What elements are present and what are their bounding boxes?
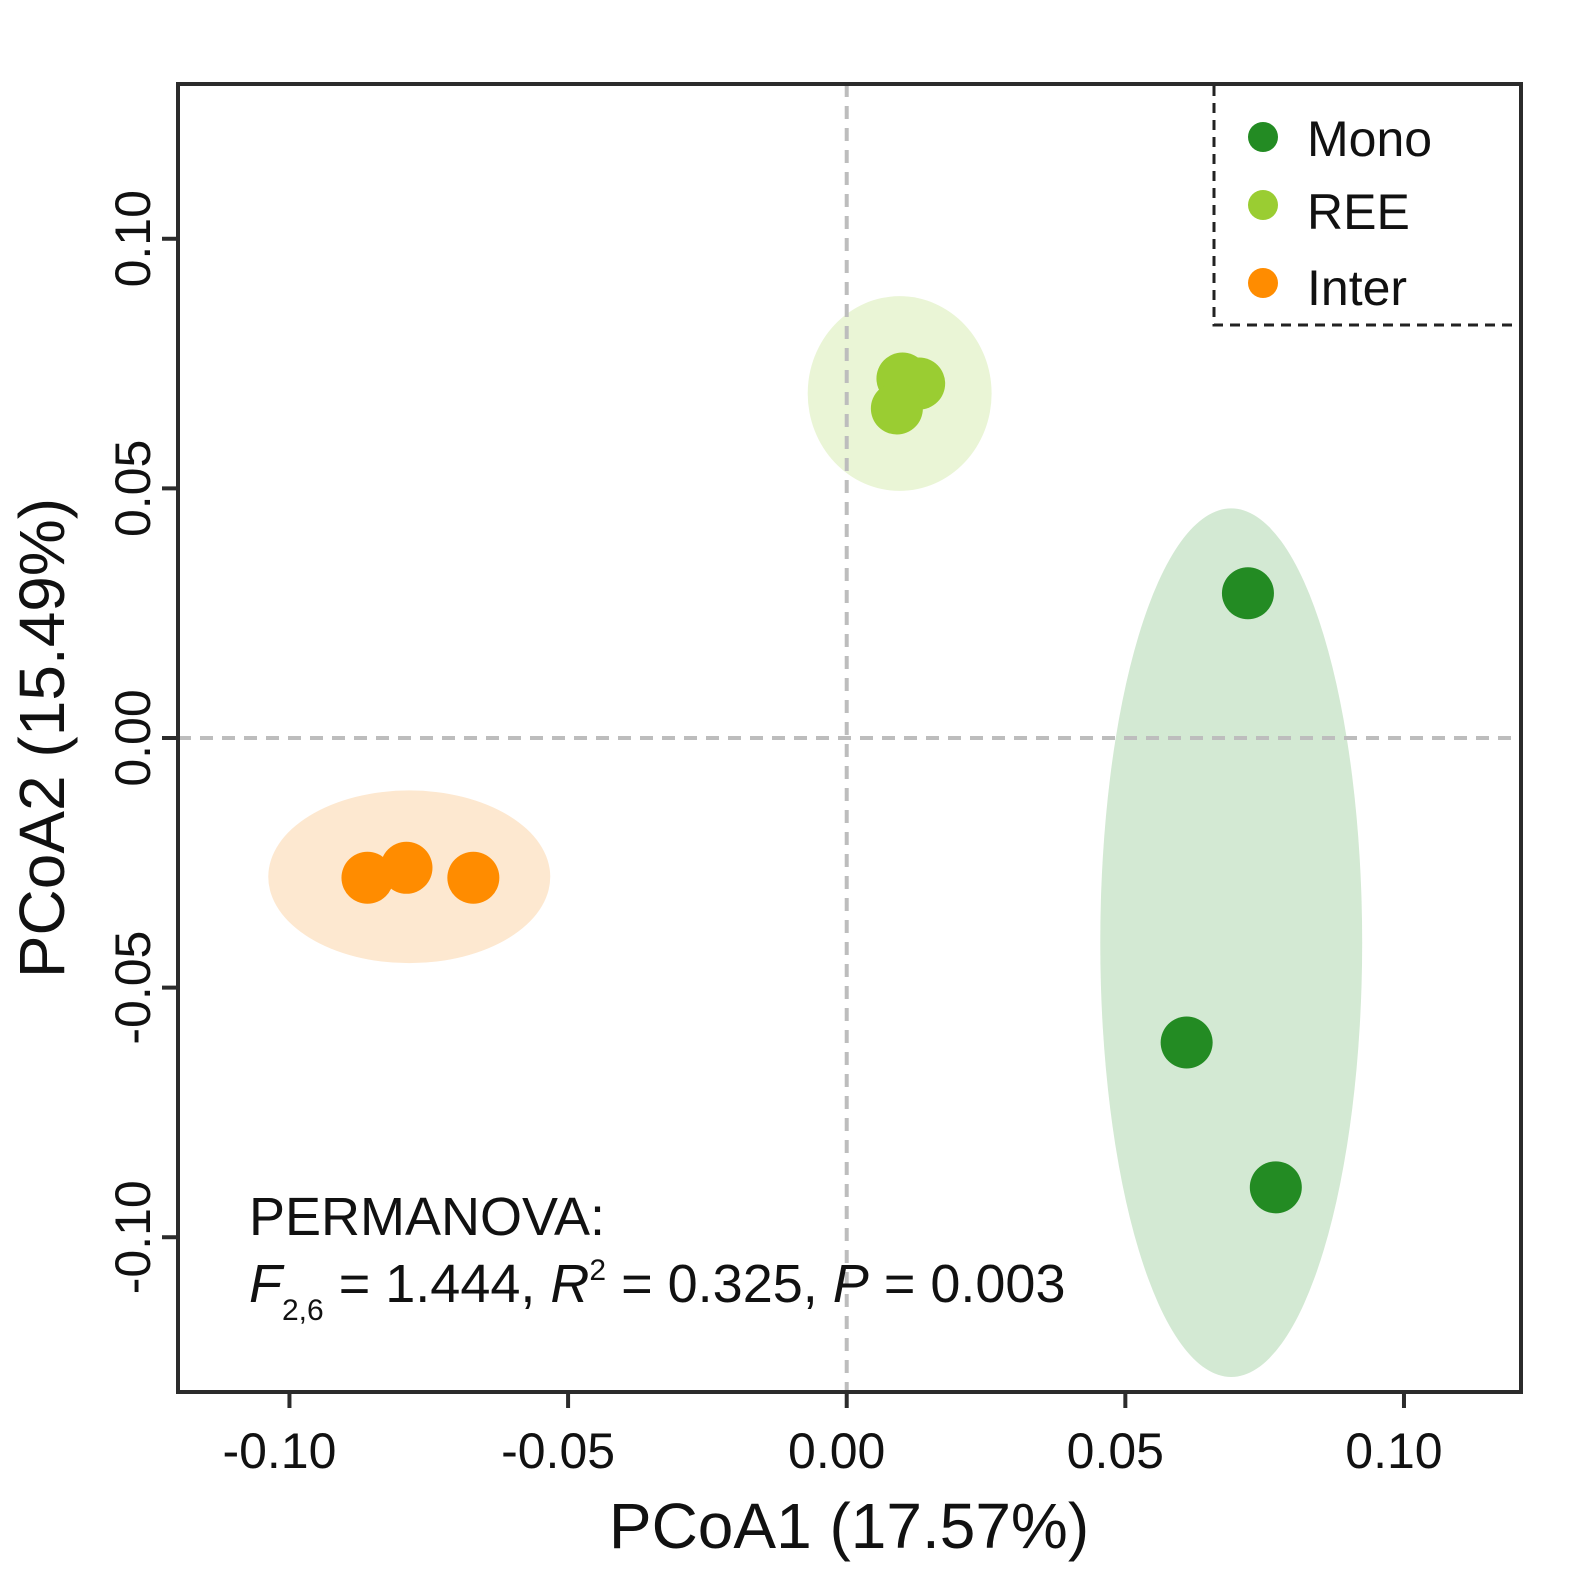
point-inter-1: [341, 851, 394, 904]
x-tick-label-4: 0.05: [1067, 1423, 1164, 1479]
x-tick-label-2: -0.05: [501, 1423, 615, 1479]
y-axis-title: PCoA2 (15.49%): [6, 498, 78, 978]
y-axis-ticks: -0.10 -0.05 0.00 0.05 0.10: [105, 190, 178, 1294]
p-value: = 0.003: [869, 1254, 1066, 1314]
f-value: = 1.444,: [324, 1254, 551, 1314]
legend: Mono REE Inter: [1212, 86, 1518, 327]
y-tick-label-5: 0.10: [105, 190, 161, 287]
legend-label-ree: REE: [1307, 184, 1410, 240]
x-axis-ticks: -0.10 -0.05 0.00 0.05 0.10: [222, 1392, 1443, 1479]
x-tick-label-1: -0.10: [222, 1423, 336, 1479]
r-symbol: R: [550, 1254, 589, 1314]
y-tick-label-2: -0.05: [105, 931, 161, 1045]
x-tick-label-3: 0.00: [788, 1423, 885, 1479]
y-tick-label-4: 0.05: [105, 440, 161, 537]
f-symbol: F: [249, 1254, 285, 1314]
permanova-title: PERMANOVA:: [249, 1187, 605, 1247]
legend-marker-inter: [1248, 268, 1278, 298]
point-inter-2: [380, 841, 433, 894]
point-inter-3: [447, 851, 500, 904]
y-tick-label-3: 0.00: [105, 689, 161, 786]
reference-lines: [178, 84, 1521, 1392]
x-axis-title: PCoA1 (17.57%): [609, 1490, 1089, 1562]
y-tick-label-1: -0.10: [105, 1180, 161, 1294]
legend-marker-mono: [1248, 122, 1278, 152]
point-mono-3: [1249, 1161, 1302, 1214]
x-tick-label-5: 0.10: [1345, 1423, 1442, 1479]
p-symbol: P: [833, 1254, 869, 1314]
legend-border: [1212, 86, 1518, 327]
data-points: [341, 352, 1302, 1214]
ellipse-mono: [1100, 508, 1363, 1378]
legend-marker-ree: [1248, 190, 1278, 220]
point-mono-1: [1221, 567, 1274, 620]
f-subscript: 2,6: [282, 1294, 324, 1327]
r-value: = 0.325,: [606, 1254, 833, 1314]
permanova-annotation: PERMANOVA: F2,6 = 1.444, R2 = 0.325, P =…: [249, 1187, 1066, 1327]
legend-label-inter: Inter: [1307, 260, 1407, 316]
point-mono-2: [1160, 1016, 1213, 1069]
r-superscript: 2: [589, 1254, 606, 1287]
point-ree-3: [870, 382, 923, 435]
legend-label-mono: Mono: [1307, 111, 1432, 167]
permanova-stats: F2,6 = 1.444, R2 = 0.325, P = 0.003: [249, 1254, 1066, 1327]
